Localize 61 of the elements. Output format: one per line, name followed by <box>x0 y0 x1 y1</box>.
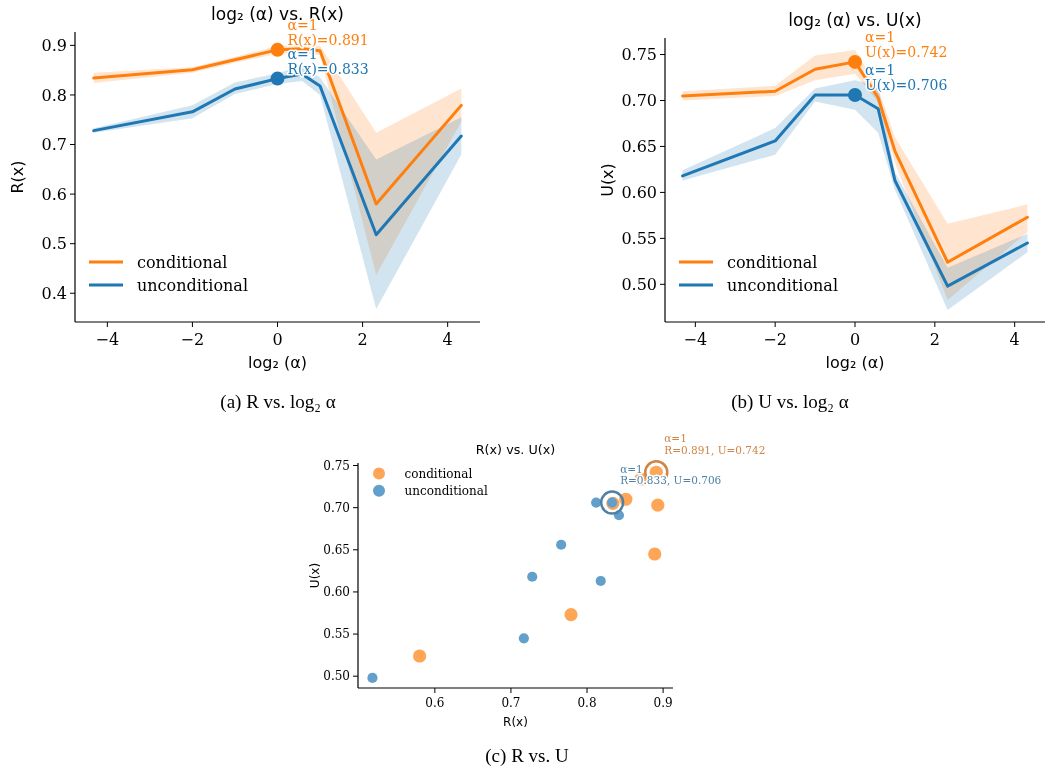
y-tick-label: 0.7 <box>41 135 67 155</box>
x-tick-label: −4 <box>95 330 120 349</box>
x-tick-label: 2 <box>357 330 368 349</box>
point <box>648 547 662 561</box>
x-tick-label: −2 <box>180 330 205 349</box>
y-tick-label: 0.70 <box>621 91 657 111</box>
y-tick-label: 0.60 <box>621 183 657 203</box>
y-tick-label: 0.65 <box>621 137 657 157</box>
x-tick-label: 0.7 <box>501 696 521 710</box>
x-tick-label: 0 <box>272 330 283 349</box>
y-tick-label: 0.9 <box>41 35 67 55</box>
annotation: α=1 R=0.891, U=0.742 <box>664 432 766 456</box>
y-axis-title: U(x) <box>308 562 322 589</box>
x-tick-label: 2 <box>929 330 940 349</box>
y-tick-label: 0.4 <box>41 283 67 303</box>
chart-title: log₂ (α) vs. U(x) <box>788 10 922 30</box>
y-tick-label: 0.6 <box>41 184 67 204</box>
point <box>367 672 378 683</box>
x-tick-label: 4 <box>442 330 453 349</box>
legend-label: unconditional <box>404 483 488 498</box>
legend-label: conditional <box>137 252 228 272</box>
legend-label: conditional <box>727 252 818 272</box>
text: (c) R vs. U <box>485 745 569 767</box>
point <box>518 633 529 644</box>
x-tick-label: 0.6 <box>425 696 445 710</box>
y-tick-label: 0.75 <box>323 458 350 473</box>
y-tick-label: 0.50 <box>621 274 657 294</box>
y-tick-label: 0.55 <box>621 228 657 248</box>
point <box>591 497 602 508</box>
y-axis-title: R(x) <box>8 160 27 194</box>
y-tick-label: 0.65 <box>323 543 350 557</box>
legend-label: conditional <box>404 466 473 481</box>
legend-label: unconditional <box>137 275 249 295</box>
y-tick-label: 0.75 <box>621 45 657 65</box>
x-tick-label: −2 <box>763 330 787 349</box>
y-tick-label: 0.8 <box>41 85 67 105</box>
point <box>564 608 578 622</box>
point <box>556 539 567 550</box>
x-axis-title: log₂ (α) <box>825 353 885 372</box>
point <box>527 571 538 582</box>
x-tick-label: 0.8 <box>577 696 597 710</box>
point <box>595 575 606 587</box>
x-axis-title: log₂ (α) <box>248 353 307 372</box>
x-tick-label: 4 <box>1009 330 1020 349</box>
text: (a) R vs. log₂ α <box>220 391 336 413</box>
x-tick-label: 0 <box>849 330 861 349</box>
y-tick-label: 0.5 <box>41 234 67 254</box>
point <box>651 498 665 512</box>
x-tick-label: −4 <box>683 330 708 349</box>
annotation: α=1 U(x)=0.742 <box>865 28 948 60</box>
y-tick-label: 0.60 <box>323 585 350 600</box>
x-axis-title: R(x) <box>503 715 528 729</box>
point <box>413 649 427 663</box>
text: (b) U vs. log₂ α <box>731 391 849 413</box>
legend-label: unconditional <box>727 275 839 295</box>
chart-title: R(x) vs. U(x) <box>475 442 556 457</box>
y-tick-label: 0.70 <box>323 500 350 515</box>
x-tick-label: 0.9 <box>653 696 673 710</box>
y-tick-label: 0.55 <box>323 627 350 642</box>
y-tick-label: 0.50 <box>323 669 350 684</box>
y-axis-title: U(x) <box>598 163 617 197</box>
